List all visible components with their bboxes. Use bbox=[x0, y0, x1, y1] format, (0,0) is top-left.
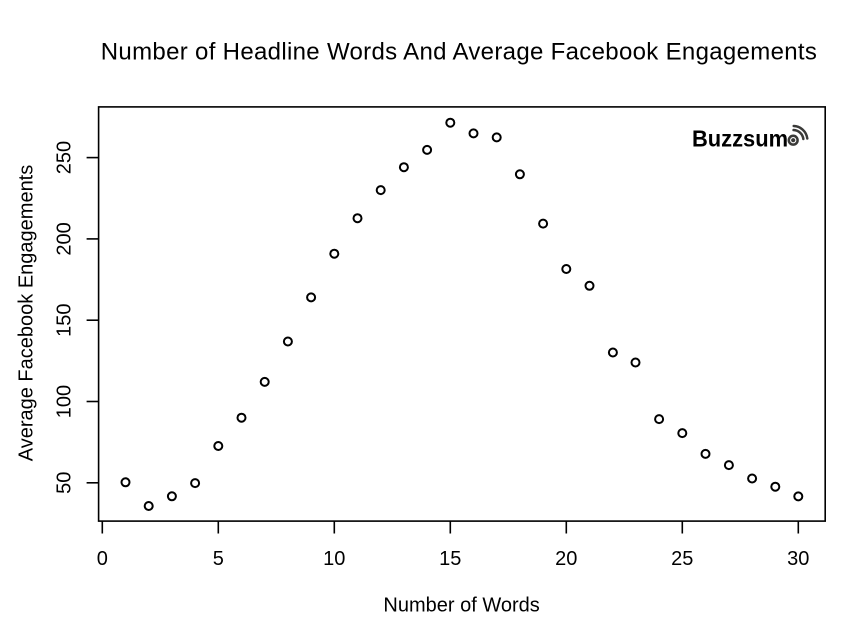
svg-text:250: 250 bbox=[54, 141, 76, 174]
svg-text:Buzzsum: Buzzsum bbox=[692, 126, 788, 152]
svg-text:20: 20 bbox=[555, 548, 577, 570]
svg-text:0: 0 bbox=[97, 548, 108, 570]
svg-text:25: 25 bbox=[671, 548, 693, 570]
svg-text:100: 100 bbox=[54, 385, 76, 418]
svg-text:50: 50 bbox=[54, 472, 76, 494]
svg-text:10: 10 bbox=[323, 548, 345, 570]
svg-text:Average Facebook Engagements: Average Facebook Engagements bbox=[16, 165, 38, 462]
svg-text:Number of Words: Number of Words bbox=[383, 594, 539, 616]
svg-text:5: 5 bbox=[213, 548, 224, 570]
svg-text:15: 15 bbox=[439, 548, 461, 570]
svg-text:150: 150 bbox=[54, 304, 76, 337]
svg-text:200: 200 bbox=[54, 222, 76, 255]
svg-text:Number of Headline Words And A: Number of Headline Words And Average Fac… bbox=[101, 39, 817, 66]
svg-text:30: 30 bbox=[787, 548, 809, 570]
